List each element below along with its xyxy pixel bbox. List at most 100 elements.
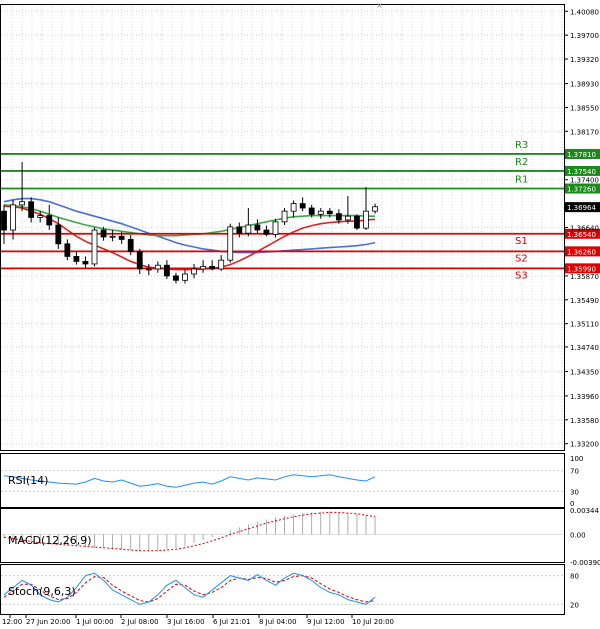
rsi-plot: 100 70 30 0 — [1, 455, 583, 508]
candle-body-down — [173, 275, 179, 281]
candle-body-up — [281, 210, 288, 223]
ma-red-line — [3, 205, 376, 271]
macd-plot: 0.00344 0.00 -0.00390 — [1, 507, 600, 567]
candle — [263, 225, 270, 237]
candle — [1, 204, 7, 244]
price-tick-label: 1.33200 — [570, 441, 599, 449]
candle-body-down — [28, 201, 35, 218]
price-tick-label: 1.33580 — [570, 417, 599, 425]
candle-body-up — [10, 204, 16, 231]
price-tick-label: 1.34350 — [570, 368, 599, 376]
ma-blue-line — [3, 197, 376, 254]
candle — [299, 197, 306, 212]
candle-body-down — [64, 243, 71, 257]
candle-body-up — [227, 226, 234, 261]
price-tick-label: 1.40080 — [570, 8, 599, 16]
level-price-label: 1.37540 — [567, 168, 596, 176]
level-name-r3: R3 — [515, 140, 528, 151]
level-price-label: 1.37810 — [567, 151, 596, 159]
candle — [163, 260, 170, 280]
candle — [182, 269, 188, 284]
candle — [145, 263, 152, 276]
candle-body-up — [317, 210, 324, 215]
stoch-tick-label: 20 — [570, 601, 579, 609]
candle-body-up — [91, 229, 98, 265]
candle-body-down — [1, 210, 7, 231]
candle-body-down — [82, 261, 89, 265]
macd-label: MACD(12,26,9) — [8, 534, 92, 547]
candle — [91, 227, 98, 267]
price-tick-label: 1.35490 — [570, 297, 599, 305]
main-price-panel: R3 1.37810 R2 1.37540 R1 1.37260 S1 1.36540 S2 1.… — [0, 1, 600, 451]
price-tick-label: 1.34740 — [570, 344, 599, 352]
candle-body-down — [55, 224, 62, 245]
price-tick-label: 1.38930 — [570, 81, 599, 89]
price-tick-label: 1.38550 — [570, 104, 599, 112]
level-price-tag — [565, 246, 600, 257]
stoch-tick-label: 80 — [570, 573, 579, 581]
rsi-tick-label: 100 — [570, 455, 583, 463]
stoch-d-line — [3, 575, 376, 603]
close-icon[interactable]: × — [376, 1, 383, 10]
candle-body-down — [163, 264, 170, 277]
level-price-label: 1.35990 — [567, 265, 596, 273]
candle — [73, 252, 80, 265]
time-axis: 12:00 27 Jun 20:00 1 Jul 00:00 2 Jul 08:00 3… — [2, 614, 394, 626]
candle — [64, 239, 71, 261]
level-price-label: 1.37260 — [567, 186, 596, 194]
candle — [82, 256, 89, 268]
candle — [254, 219, 261, 234]
candle-body-down — [118, 235, 125, 240]
current-price-label: 1.36964 — [567, 204, 596, 212]
candle-body-down — [254, 224, 261, 231]
level-price-tag — [565, 183, 600, 194]
macd-tick-label: 0.00344 — [570, 507, 599, 515]
candle — [245, 208, 252, 237]
time-tick-label: 1 Jul 00:00 — [76, 618, 114, 626]
candle — [118, 231, 125, 244]
candle — [354, 214, 360, 231]
price-tick-label: 1.35110 — [570, 321, 599, 329]
candle — [344, 196, 351, 224]
candle — [372, 203, 378, 214]
candle — [10, 199, 16, 240]
candle-body-up — [154, 264, 161, 270]
candle — [28, 197, 35, 223]
price-tick-label: 1.37400 — [570, 177, 599, 185]
time-tick-label: 12:00 — [2, 618, 22, 626]
candle — [109, 230, 116, 242]
time-tick-label: 9 Jul 12:00 — [307, 618, 345, 626]
candle — [326, 208, 333, 218]
candle — [335, 209, 342, 224]
time-tick-label: 3 Jul 16:00 — [167, 618, 205, 626]
price-tick-label: 1.35870 — [570, 273, 599, 281]
macd-panel: 0.00344 0.00 -0.00390 MACD(12,26,9) — [0, 507, 600, 567]
candle-body-down — [100, 229, 107, 238]
price-tick-label: 1.36640 — [570, 225, 599, 233]
candle-body-up — [363, 210, 369, 229]
price-tick-label: 1.39320 — [570, 56, 599, 64]
candle-body-up — [182, 273, 188, 281]
rsi-label: RSI(14) — [8, 474, 48, 487]
candle-body-up — [109, 235, 116, 238]
candle-body-up — [272, 221, 279, 235]
candle-body-down — [136, 250, 143, 270]
level-price-label: 1.36260 — [567, 248, 596, 256]
candle — [127, 235, 134, 256]
level-name-r1: R1 — [515, 175, 528, 186]
candle-body-up — [218, 259, 225, 270]
candle-body-up — [19, 201, 26, 206]
candle — [191, 263, 197, 279]
rsi-tick-label: 30 — [570, 488, 579, 496]
candle-body-down — [46, 215, 53, 226]
rsi-tick-label: 0 — [570, 500, 574, 508]
level-name-s3: S3 — [515, 270, 528, 281]
candle — [200, 260, 207, 273]
candle-body-down — [209, 266, 216, 270]
candle — [19, 162, 26, 212]
candle-body-up — [191, 268, 197, 275]
candle-body-up — [290, 203, 297, 212]
candle — [37, 211, 44, 223]
candle — [227, 223, 234, 263]
candle — [154, 261, 161, 273]
